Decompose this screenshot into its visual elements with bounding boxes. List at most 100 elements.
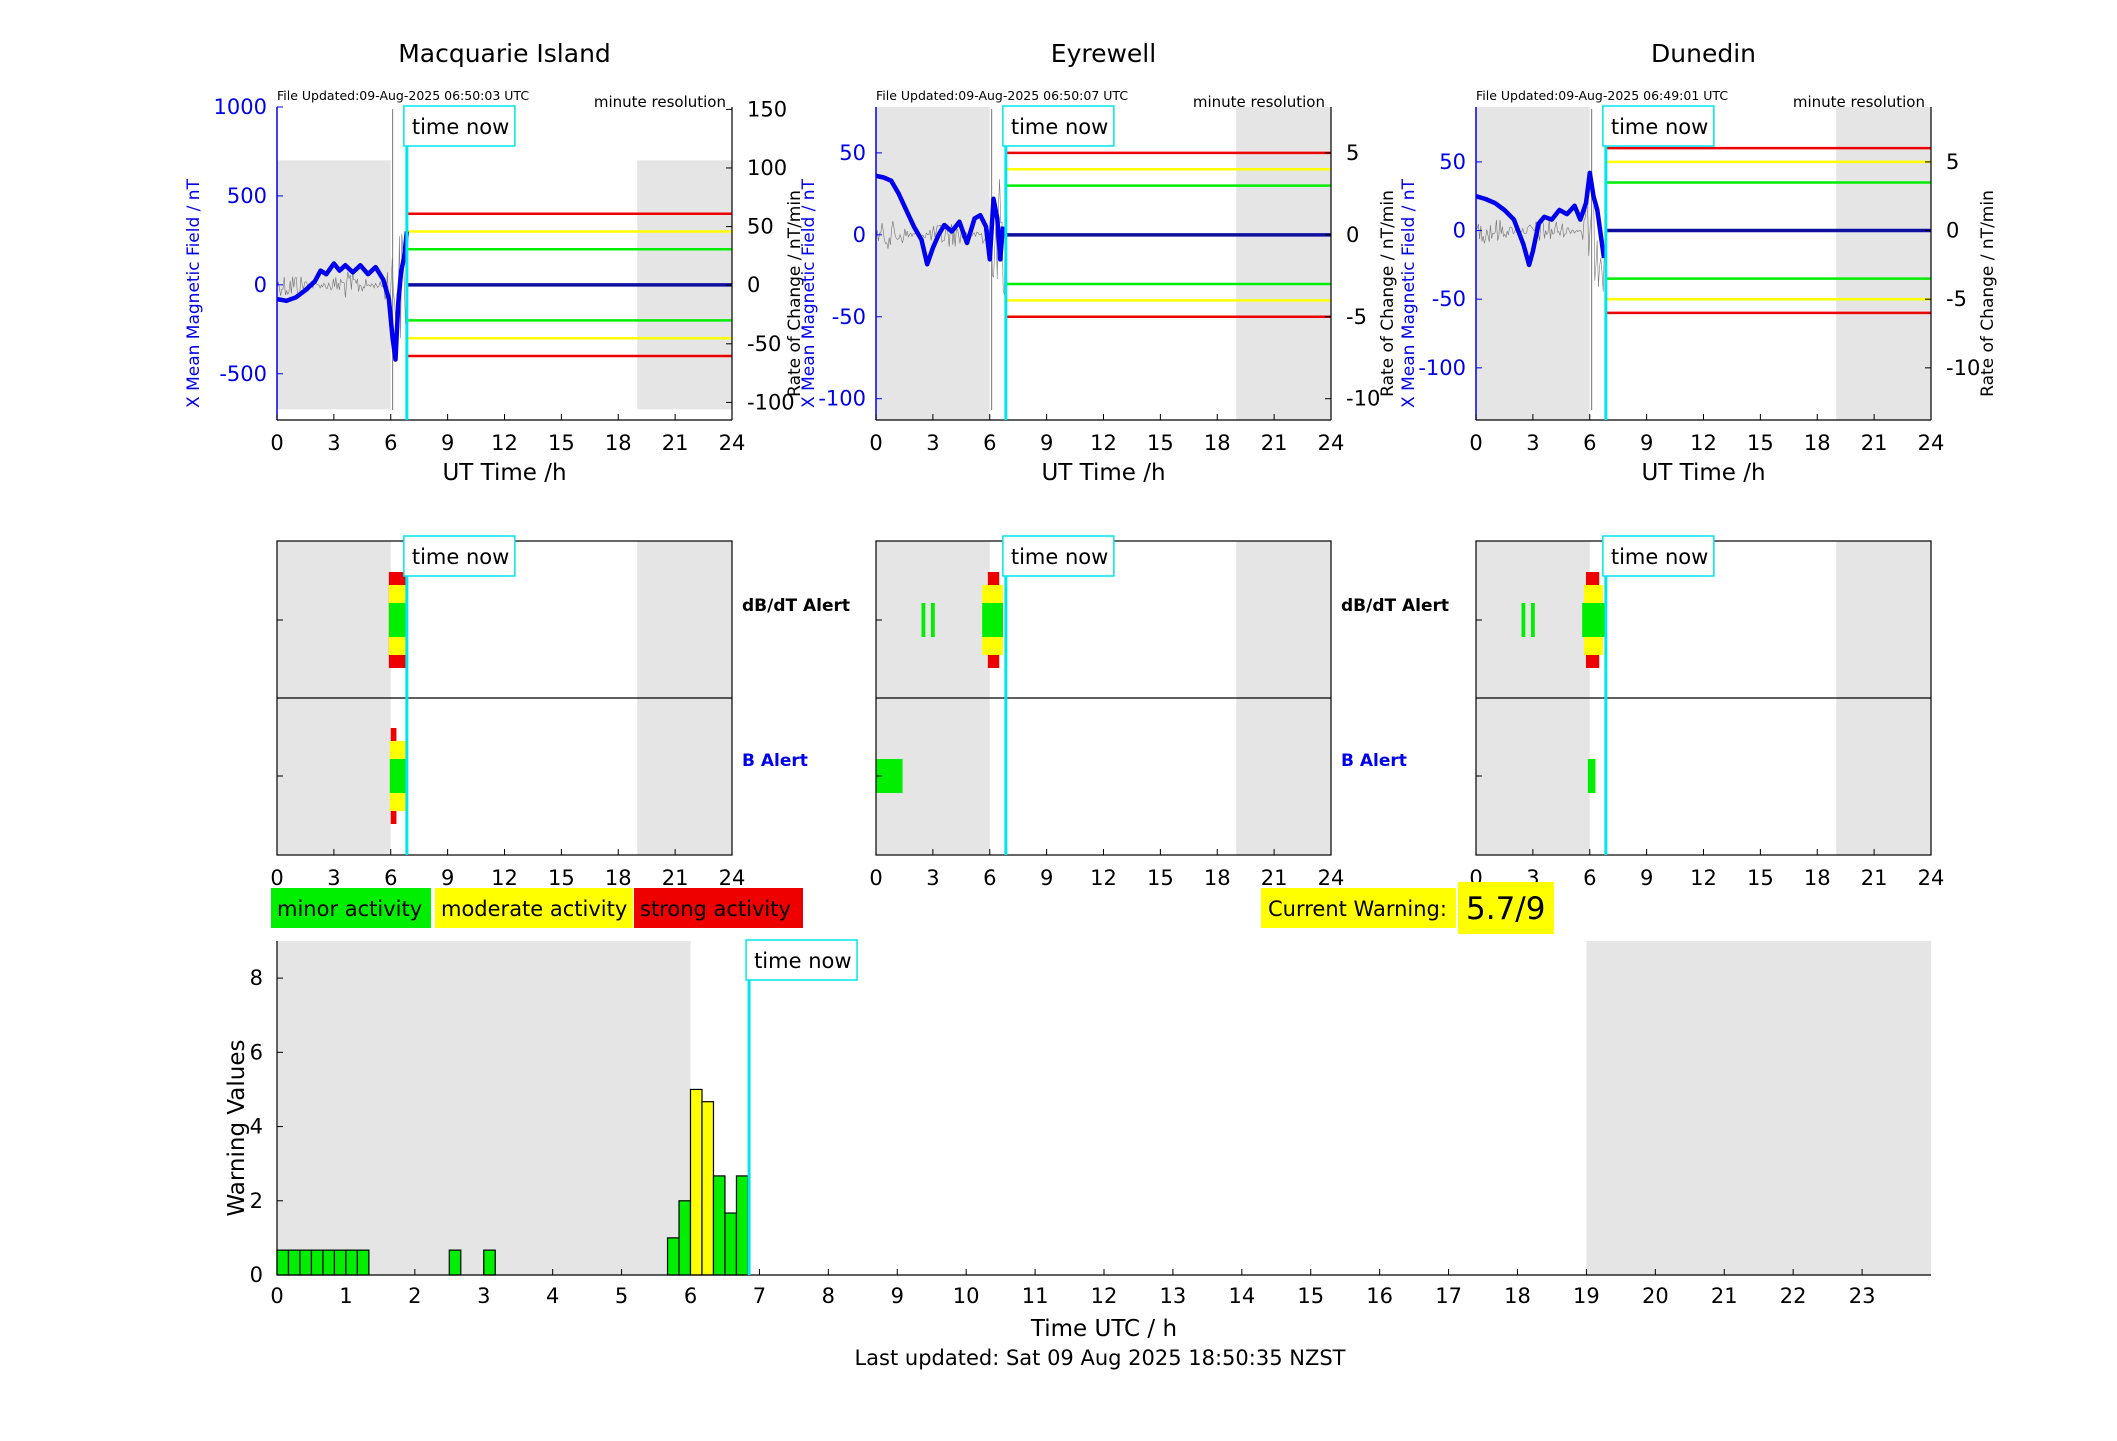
y-tick-label: 1000 xyxy=(214,95,267,119)
x-tick-label: 0 xyxy=(869,866,882,890)
time-now-box xyxy=(1002,105,1115,147)
y2-tick-label: -5 xyxy=(1346,305,1367,329)
time-now-box xyxy=(1602,105,1715,147)
x-tick-label: 0 xyxy=(869,431,882,455)
x-tick-label: 15 xyxy=(548,431,575,455)
current-warning-value: 5.7/9 xyxy=(1466,891,1545,927)
station-title: Eyrewell xyxy=(1051,39,1156,68)
x-tick-label: 6 xyxy=(384,866,397,890)
alert-minor xyxy=(1587,759,1596,793)
x-tick-label: 6 xyxy=(1583,431,1596,455)
warning-bar xyxy=(712,1175,726,1276)
alert-chart-0: 0 3 6 9 12 15 18 21 24 dB/dT Alert B Alert time now xyxy=(270,535,850,890)
night-shading xyxy=(277,160,391,410)
x-tick-label: 13 xyxy=(1160,1284,1187,1308)
warning-bar xyxy=(735,1175,749,1276)
y-tick-label: 50 xyxy=(839,141,866,165)
x-tick-label: 3 xyxy=(1526,431,1539,455)
db-alert-label: dB/dT Alert xyxy=(742,596,850,616)
x-tick-label: 12 xyxy=(1091,1284,1118,1308)
y2-tick-label: 150 xyxy=(747,97,787,121)
mean-field-series xyxy=(1475,170,1607,268)
y-axis-label: X Mean Magnetic Field / nT xyxy=(1399,178,1419,408)
y-axis-label: Warning Values xyxy=(224,1039,250,1216)
y2-axis-label: Rate of Change / nT/min xyxy=(1978,190,1998,397)
x-tick-label: 21 xyxy=(1261,431,1288,455)
x-tick-label: 15 xyxy=(1297,1284,1324,1308)
legend-label-moderate: moderate activity xyxy=(441,897,627,921)
x-tick-label: 6 xyxy=(684,1284,697,1308)
alert-minor xyxy=(921,603,926,637)
x-tick-label: 7 xyxy=(753,1284,766,1308)
alert-minor xyxy=(1521,603,1526,637)
x-tick-label: 22 xyxy=(1780,1284,1807,1308)
x-tick-label: 15 xyxy=(1147,431,1174,455)
night-shading xyxy=(1836,107,1931,420)
legend-label-strong: strong activity xyxy=(640,897,791,921)
x-tick-label: 0 xyxy=(270,866,283,890)
minute-resolution: minute resolution xyxy=(594,93,726,111)
current-warning-box xyxy=(1261,888,1456,928)
x-tick-label: 6 xyxy=(384,431,397,455)
x-tick-label: 15 xyxy=(1747,866,1774,890)
y-tick-label: 6 xyxy=(250,1040,263,1064)
x-axis-label: UT Time /h xyxy=(1041,460,1165,486)
warning-bar xyxy=(689,1088,703,1276)
x-tick-label: 21 xyxy=(1861,866,1888,890)
time-now-label: time now xyxy=(1611,545,1708,569)
alert-minor xyxy=(388,603,406,637)
x-tick-label: 17 xyxy=(1435,1284,1462,1308)
magnetometer-chart-2: Dunedin File Updated:09-Aug-2025 06:49:01… xyxy=(1399,39,1998,486)
x-tick-label: 18 xyxy=(1804,431,1831,455)
warning-bar xyxy=(333,1249,347,1276)
file-updated: File Updated:09-Aug-2025 06:49:01 UTC xyxy=(1476,88,1728,103)
warning-bar xyxy=(287,1249,301,1276)
x-tick-label: 12 xyxy=(1690,866,1717,890)
x-tick-label: 21 xyxy=(1711,1284,1738,1308)
warning-bar xyxy=(701,1101,715,1276)
y-tick-label: 500 xyxy=(227,184,267,208)
y2-tick-label: 100 xyxy=(747,156,787,180)
y-tick-label: -500 xyxy=(219,362,267,386)
x-tick-label: 24 xyxy=(719,866,746,890)
y2-tick-label: 0 xyxy=(1946,219,1959,243)
x-tick-label: 20 xyxy=(1642,1284,1669,1308)
time-now-label: time now xyxy=(412,545,509,569)
x-tick-label: 15 xyxy=(1147,866,1174,890)
x-tick-label: 0 xyxy=(1469,431,1482,455)
x-axis-label: UT Time /h xyxy=(442,460,566,486)
mean-field-series xyxy=(276,231,410,362)
station-title: Macquarie Island xyxy=(398,39,611,68)
legend-label-minor: minor activity xyxy=(277,897,422,921)
time-now-box xyxy=(745,939,858,981)
x-tick-label: 18 xyxy=(605,866,632,890)
y-tick-label: -100 xyxy=(1418,356,1466,380)
warning-bar xyxy=(724,1212,738,1276)
x-tick-label: 24 xyxy=(719,431,746,455)
y2-axis-label: Rate of Change / nT/min xyxy=(1378,190,1398,397)
y2-tick-label: -10 xyxy=(1946,356,1980,380)
y2-tick-label: 5 xyxy=(1346,141,1359,165)
x-tick-label: 15 xyxy=(1747,431,1774,455)
x-tick-label: 21 xyxy=(1261,866,1288,890)
y-tick-label: -50 xyxy=(832,305,866,329)
x-tick-label: 9 xyxy=(1640,866,1653,890)
b-alert-label: B Alert xyxy=(1341,751,1407,771)
x-tick-label: 23 xyxy=(1849,1284,1876,1308)
current-warning-label: Current Warning: xyxy=(1268,897,1447,921)
minute-resolution: minute resolution xyxy=(1793,93,1925,111)
night-shading xyxy=(1236,107,1331,420)
x-tick-label: 12 xyxy=(491,866,518,890)
x-tick-label: 9 xyxy=(441,431,454,455)
y-tick-label: 0 xyxy=(853,223,866,247)
warning-bar xyxy=(299,1249,313,1276)
y-tick-label: -100 xyxy=(818,387,866,411)
night-shading xyxy=(277,941,691,1275)
current-warning-value-box xyxy=(1458,882,1554,934)
alert-minor xyxy=(982,603,1004,637)
x-tick-label: 1 xyxy=(339,1284,352,1308)
time-now-box xyxy=(403,105,516,147)
